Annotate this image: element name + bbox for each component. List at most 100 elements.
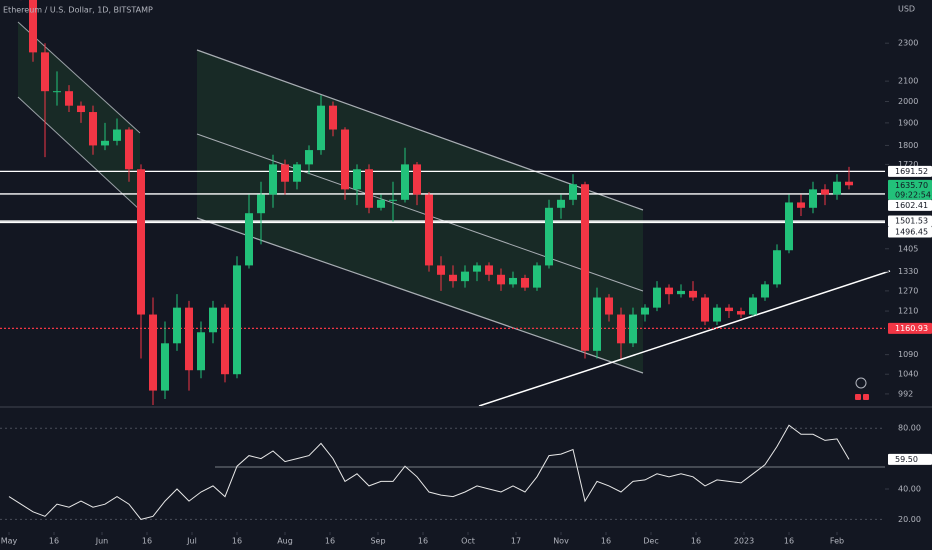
candle-body <box>713 307 721 322</box>
y-tick-label: 1405 <box>898 244 918 253</box>
candle-body <box>461 271 469 282</box>
candle-body <box>761 284 769 298</box>
candle-body <box>533 265 541 288</box>
candle-body <box>809 189 817 208</box>
y-tick-label: 992 <box>898 389 913 398</box>
x-tick-label: Dec <box>643 537 658 546</box>
candle-body <box>137 169 145 315</box>
levels <box>0 170 885 329</box>
x-tick-label: May <box>1 537 18 546</box>
candle-body <box>29 0 37 53</box>
candle-body <box>497 274 505 285</box>
candle-body <box>581 184 589 351</box>
candle-body <box>53 91 61 93</box>
price-label-box <box>888 199 932 211</box>
candle-body <box>437 265 445 275</box>
rsi-label-box <box>888 453 932 465</box>
event-icon[interactable] <box>863 394 869 400</box>
candle-body <box>425 194 433 266</box>
candle-body <box>509 277 517 285</box>
x-tick-label: 16 <box>418 537 428 546</box>
candle-body <box>449 274 457 282</box>
candle-body <box>329 105 337 130</box>
x-tick-label: Oct <box>461 537 475 546</box>
candle-body <box>281 164 289 182</box>
trend-line <box>478 270 891 407</box>
candle-body <box>41 52 49 92</box>
candle-body <box>641 307 649 315</box>
y-tick-label: 1720 <box>898 160 918 169</box>
candle-body <box>317 105 325 151</box>
candle-body <box>773 250 781 285</box>
channel-fill <box>197 50 643 373</box>
candle-body <box>617 314 625 344</box>
y-tick-label: 1330 <box>898 267 918 276</box>
candle-body <box>473 265 481 272</box>
candle-body <box>389 199 397 201</box>
candle-body <box>353 169 361 190</box>
candle-body <box>377 199 385 208</box>
price-label-box <box>888 322 932 334</box>
price-label-box <box>888 215 932 227</box>
rsi-pane: 80.00 40.00 20.00 59.50 <box>0 424 932 524</box>
candle-body <box>161 343 169 391</box>
price-label: 1496.45 <box>895 228 928 237</box>
candle-body <box>821 189 829 195</box>
candle-body <box>545 207 553 266</box>
candle-body <box>209 307 217 333</box>
x-tick-label: 16 <box>325 537 335 546</box>
candle-body <box>593 297 601 351</box>
price-label: 1602.41 <box>895 201 928 210</box>
y-tick-label: 2300 <box>898 39 918 48</box>
candle-body <box>785 202 793 251</box>
candle-body <box>665 287 673 295</box>
price-label: 1160.93 <box>895 324 928 333</box>
candle-body <box>689 290 697 298</box>
candles <box>20 0 853 405</box>
alert-icon[interactable] <box>855 377 867 389</box>
candle-body <box>65 91 73 106</box>
chart-title: Ethereum / U.S. Dollar, 1D, BITSTAMP <box>3 6 153 15</box>
x-tick-label: 16 <box>49 537 59 546</box>
channel-midline <box>196 133 644 292</box>
y-tick-label: 2000 <box>898 97 918 106</box>
candle-body <box>113 129 121 141</box>
x-tick-label: Aug <box>277 537 293 546</box>
price-label-box <box>888 179 932 200</box>
candle-body <box>149 314 157 391</box>
y-tick-label: 1040 <box>898 370 918 379</box>
price-label: 09:22:54 <box>895 190 931 199</box>
price-label: 1635.70 <box>895 181 928 190</box>
candle-body <box>701 297 709 322</box>
candle-body <box>485 265 493 275</box>
x-tick-label: 16 <box>601 537 611 546</box>
candle-body <box>77 105 85 113</box>
candle-body <box>401 164 409 200</box>
candle-body <box>749 297 757 315</box>
y-tick-label: 1090 <box>898 350 918 359</box>
rsi-tick-label: 20.00 <box>898 515 921 524</box>
currency: USD <box>898 5 915 14</box>
candle-body <box>557 199 565 208</box>
candle-body <box>341 129 349 190</box>
candle-body <box>197 332 205 371</box>
candle-body <box>257 194 265 214</box>
icons <box>855 377 869 400</box>
x-tick-label: Feb <box>830 537 844 546</box>
candle-body <box>677 290 685 295</box>
candle-body <box>569 184 577 200</box>
price-label: 1501.53 <box>895 217 928 226</box>
candle-body <box>521 277 529 288</box>
x-tick-label: 17 <box>511 537 521 546</box>
x-tick-label: Jun <box>95 537 109 546</box>
x-tick-label: 16 <box>691 537 701 546</box>
candle-body <box>605 297 613 315</box>
event-icon[interactable] <box>855 394 861 400</box>
y-tick-label: 2100 <box>898 77 918 86</box>
candle-body <box>245 213 253 266</box>
channel-line <box>17 21 141 134</box>
candle-body <box>89 112 97 146</box>
candle-body <box>629 314 637 344</box>
candle-body <box>125 129 133 170</box>
candle-body <box>305 150 313 165</box>
